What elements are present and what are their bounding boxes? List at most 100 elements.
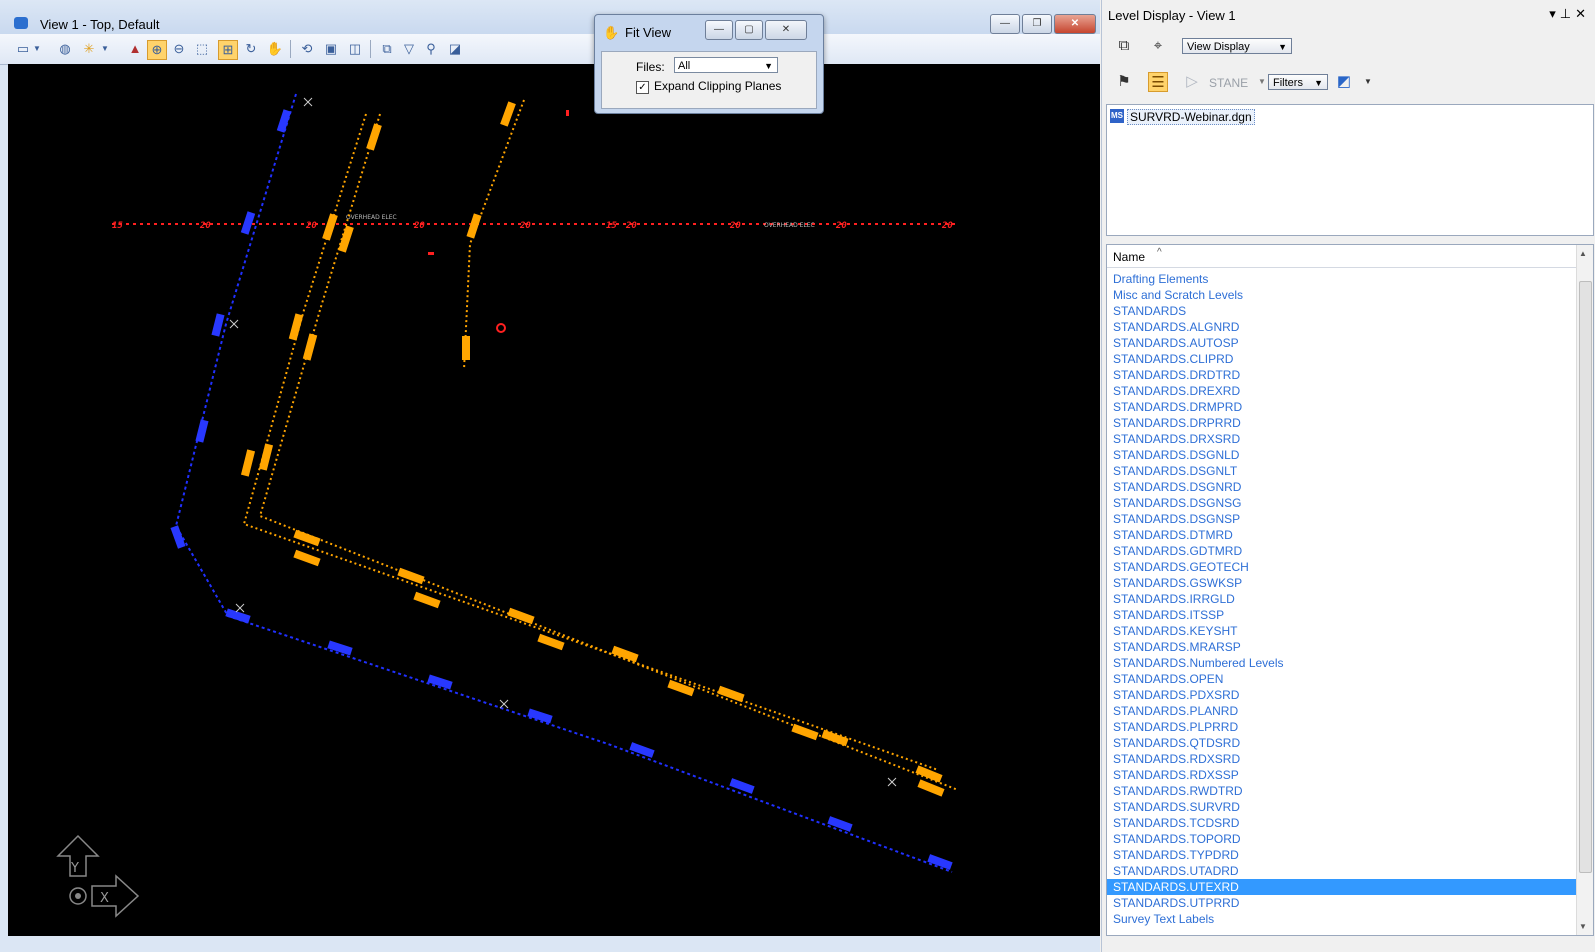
level-row[interactable]: STANDARDS.PLANRD bbox=[1113, 704, 1239, 718]
view-attributes-icon[interactable]: ▭ bbox=[16, 41, 30, 56]
view-title: View 1 - Top, Default bbox=[40, 17, 160, 32]
level-row[interactable]: STANDARDS.UTEXRD bbox=[1107, 879, 1577, 895]
level-row[interactable]: STANDARDS.AUTOSP bbox=[1113, 336, 1239, 350]
level-row[interactable]: STANDARDS.UTPRRD bbox=[1113, 896, 1240, 910]
level-row[interactable]: STANDARDS.DRMPRD bbox=[1113, 400, 1243, 414]
close-button[interactable]: ✕ bbox=[1054, 14, 1096, 34]
level-row[interactable]: STANDARDS.DSGNLT bbox=[1113, 464, 1238, 478]
column-name[interactable]: Name bbox=[1113, 250, 1146, 264]
level-row[interactable]: Drafting Elements bbox=[1113, 272, 1209, 286]
filters-dropdown[interactable]: Filters ▼ bbox=[1268, 74, 1328, 90]
level-row[interactable]: Survey Text Labels bbox=[1113, 912, 1215, 926]
vertical-scrollbar[interactable]: ▲ ▼ bbox=[1576, 245, 1593, 935]
stand-dropdown-icon[interactable]: ▼ bbox=[1258, 77, 1266, 86]
level-row[interactable]: STANDARDS.GDTMRD bbox=[1113, 544, 1243, 558]
pan-view-icon[interactable]: ✋ bbox=[266, 41, 284, 56]
window-area-icon[interactable]: ⬚ bbox=[195, 41, 209, 56]
panel-controls: ▾⊥✕ bbox=[1549, 6, 1590, 22]
view-titlebar[interactable]: View 1 - Top, Default — ❐ ✕ bbox=[0, 0, 1100, 35]
panel-menu-icon[interactable]: ▾ bbox=[1549, 6, 1560, 21]
expand-clipping-label[interactable]: Expand Clipping Planes bbox=[654, 79, 782, 93]
select-level-icon[interactable]: ⌖ bbox=[1153, 37, 1163, 54]
expand-clipping-checkbox[interactable]: ✓ bbox=[636, 81, 649, 94]
level-row[interactable]: STANDARDS.DSGNSG bbox=[1113, 496, 1242, 510]
level-row[interactable]: STANDARDS.DSGNRD bbox=[1113, 480, 1242, 494]
stand-play-icon[interactable]: ▷ bbox=[1186, 73, 1198, 90]
minimize-button[interactable]: — bbox=[990, 14, 1020, 34]
level-row[interactable]: STANDARDS.RWDTRD bbox=[1113, 784, 1243, 798]
fit-view-close-button[interactable]: ✕ bbox=[765, 20, 807, 40]
rotate-view-icon[interactable]: ↻ bbox=[245, 41, 257, 56]
restore-button[interactable]: ❐ bbox=[1022, 14, 1052, 34]
level-row[interactable]: STANDARDS.GSWKSP bbox=[1113, 576, 1243, 590]
scroll-down-icon[interactable]: ▼ bbox=[1579, 922, 1587, 931]
level-row[interactable]: STANDARDS.GEOTECH bbox=[1113, 560, 1249, 574]
level-row[interactable]: STANDARDS.PLPRRD bbox=[1113, 720, 1239, 734]
scroll-up-icon[interactable]: ▲ bbox=[1579, 249, 1587, 258]
level-row[interactable]: STANDARDS.SURVRD bbox=[1113, 800, 1240, 814]
electric-label: 20 bbox=[835, 221, 847, 231]
level-row[interactable]: STANDARDS.KEYSHT bbox=[1113, 624, 1238, 638]
level-row[interactable]: STANDARDS.TCDSRD bbox=[1113, 816, 1240, 830]
display-options-icon[interactable]: ◩ bbox=[1336, 73, 1352, 90]
level-flag-icon[interactable]: ⚑ bbox=[1117, 73, 1131, 90]
files-label: Files: bbox=[636, 60, 665, 74]
level-row[interactable]: STANDARDS.DREXRD bbox=[1113, 384, 1241, 398]
level-row[interactable]: STANDARDS.DSGNSP bbox=[1113, 512, 1241, 526]
panel-close-icon[interactable]: ✕ bbox=[1575, 6, 1590, 21]
fit-view-icon[interactable]: ⊞ bbox=[218, 40, 238, 60]
level-manager-icon[interactable]: ⧉ bbox=[1118, 37, 1130, 54]
level-row[interactable]: STANDARDS.Numbered Levels bbox=[1113, 656, 1284, 670]
level-row[interactable]: STANDARDS.DRXSRD bbox=[1113, 432, 1241, 446]
pin-icon[interactable]: ⊥ bbox=[1559, 6, 1576, 21]
list-header[interactable]: Name ^ bbox=[1107, 245, 1577, 268]
lighting-icon[interactable]: ✳ bbox=[83, 41, 95, 56]
clip-volume-icon[interactable]: ⧉ bbox=[382, 41, 392, 56]
level-row[interactable]: STANDARDS bbox=[1113, 304, 1187, 318]
files-select[interactable]: All ▼ bbox=[674, 57, 778, 73]
view-attributes-dropdown-icon[interactable]: ▼ bbox=[33, 44, 41, 53]
level-row[interactable]: STANDARDS.RDXSRD bbox=[1113, 752, 1241, 766]
fit-view-minimize-button[interactable]: — bbox=[705, 20, 733, 40]
clip-mask-icon[interactable]: ▽ bbox=[404, 41, 414, 56]
level-row[interactable]: STANDARDS.DRDTRD bbox=[1113, 368, 1241, 382]
level-row[interactable]: STANDARDS.ALGNRD bbox=[1113, 320, 1240, 334]
fit-view-maximize-button[interactable]: ▢ bbox=[735, 20, 763, 40]
zoom-out-icon[interactable]: ⊖ bbox=[173, 41, 185, 56]
drawing-canvas[interactable]: 15 20 20 20 20 15 20 20 20 20 OVERHEAD E… bbox=[8, 64, 1100, 936]
copy-view-icon[interactable]: ◫ bbox=[348, 41, 362, 56]
orange-survey-line-3 bbox=[463, 99, 525, 371]
stand-label[interactable]: STANE bbox=[1209, 76, 1249, 90]
level-row[interactable]: STANDARDS.TOPORD bbox=[1113, 832, 1241, 846]
level-tree-icon[interactable]: ☰ bbox=[1148, 72, 1168, 92]
level-row[interactable]: Misc and Scratch Levels bbox=[1113, 288, 1244, 302]
level-row[interactable]: STANDARDS.DRPRRD bbox=[1113, 416, 1241, 430]
level-row[interactable]: STANDARDS.CLIPRD bbox=[1113, 352, 1234, 366]
electric-line-labels: 15 20 20 20 20 15 20 20 20 20 bbox=[112, 221, 953, 231]
level-row[interactable]: STANDARDS.TYPDRD bbox=[1113, 848, 1239, 862]
zoom-in-icon[interactable]: ⊕ bbox=[147, 40, 167, 60]
level-row[interactable]: STANDARDS.MRARSP bbox=[1113, 640, 1241, 654]
view-display-dropdown[interactable]: View Display ▼ bbox=[1182, 38, 1292, 54]
display-options-dropdown-icon[interactable]: ▼ bbox=[1364, 77, 1372, 86]
electric-label: 20 bbox=[413, 221, 425, 231]
scrollbar-thumb[interactable] bbox=[1579, 281, 1592, 873]
level-row[interactable]: STANDARDS.PDXSRD bbox=[1113, 688, 1240, 702]
view-settings-icon[interactable]: ◪ bbox=[448, 41, 462, 56]
level-row[interactable]: STANDARDS.DSGNLD bbox=[1113, 448, 1240, 462]
level-row[interactable]: STANDARDS.UTADRD bbox=[1113, 864, 1239, 878]
update-view-icon[interactable]: ▲ bbox=[128, 41, 142, 56]
file-tree-item[interactable]: SURVRD-Webinar.dgn bbox=[1127, 109, 1255, 125]
lighting-dropdown-icon[interactable]: ▼ bbox=[101, 44, 109, 53]
level-row[interactable]: STANDARDS.DTMRD bbox=[1113, 528, 1233, 542]
view-display-mode-icon[interactable]: ◍ bbox=[59, 41, 71, 56]
view-next-icon[interactable]: ▣ bbox=[324, 41, 338, 56]
level-row[interactable]: STANDARDS.QTDSRD bbox=[1113, 736, 1241, 750]
view-previous-icon[interactable]: ⟲ bbox=[301, 41, 313, 56]
toolbar-separator bbox=[370, 40, 371, 58]
level-row[interactable]: STANDARDS.IRRGLD bbox=[1113, 592, 1235, 606]
level-row[interactable]: STANDARDS.RDXSSP bbox=[1113, 768, 1239, 782]
level-row[interactable]: STANDARDS.OPEN bbox=[1113, 672, 1224, 686]
level-row[interactable]: STANDARDS.ITSSP bbox=[1113, 608, 1225, 622]
camera-icon[interactable]: ⚲ bbox=[426, 41, 436, 56]
